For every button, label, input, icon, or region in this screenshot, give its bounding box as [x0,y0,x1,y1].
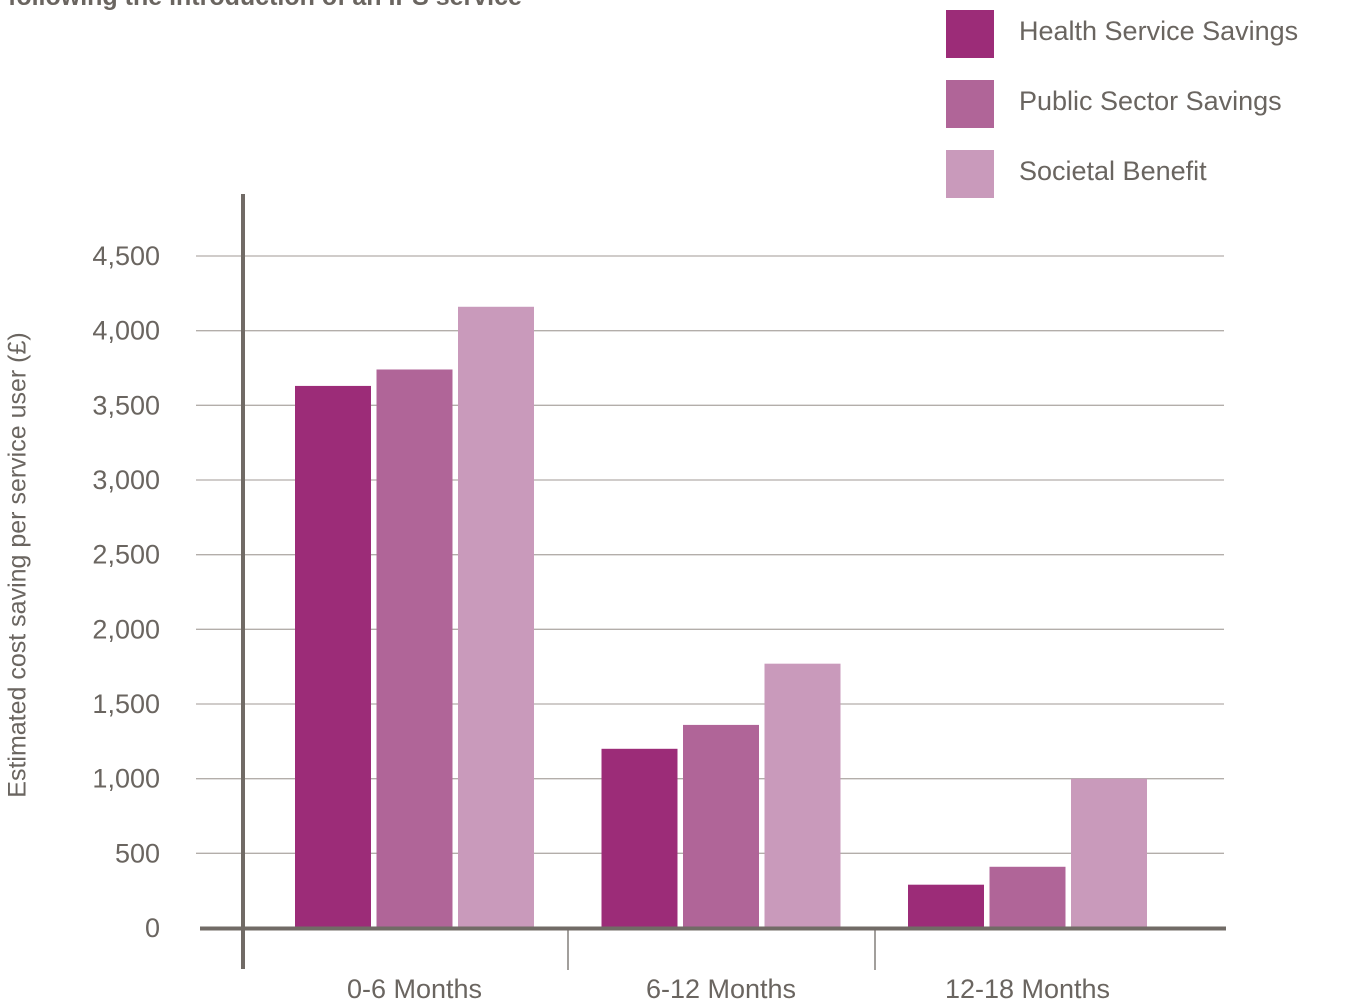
legend-label-health: Health Service Savings [1019,16,1299,46]
legend-item-societal: Societal Benefit [946,150,1360,198]
y-tick-label: 2,000 [92,614,160,644]
x-tick-label: 12-18 Months [945,974,1110,1003]
legend-swatch-societal [946,150,994,198]
legend-item-health: Health Service Savings [946,10,1360,58]
y-tick-label: 3,000 [92,465,160,495]
x-tick-label: 0-6 Months [347,974,482,1003]
legend-swatch-health [946,10,994,58]
y-tick-label: 1,000 [92,764,160,794]
y-tick-label: 4,500 [92,241,160,271]
bar [376,369,453,928]
y-tick-label: 500 [115,838,160,868]
y-tick-label: 4,000 [92,316,160,346]
y-tick-label: 2,500 [92,540,160,570]
bar [1071,778,1147,928]
legend-label-societal: Societal Benefit [1019,156,1207,186]
bar [295,385,371,928]
y-tick-label: 1,500 [92,689,160,719]
legend-item-public: Public Sector Savings [946,80,1360,128]
legend-label-public: Public Sector Savings [1019,86,1282,116]
bar [601,748,678,928]
chart-title: following the introduction of an IPS ser… [8,0,522,12]
bar [683,724,759,928]
y-tick-label: 3,500 [92,390,160,420]
legend-swatch-public [946,80,994,128]
y-tick-label: 0 [145,913,160,943]
bar [764,663,841,928]
x-tick-label: 6-12 Months [646,974,796,1003]
bar [458,306,534,929]
bar [989,866,1066,928]
bar [908,884,984,928]
